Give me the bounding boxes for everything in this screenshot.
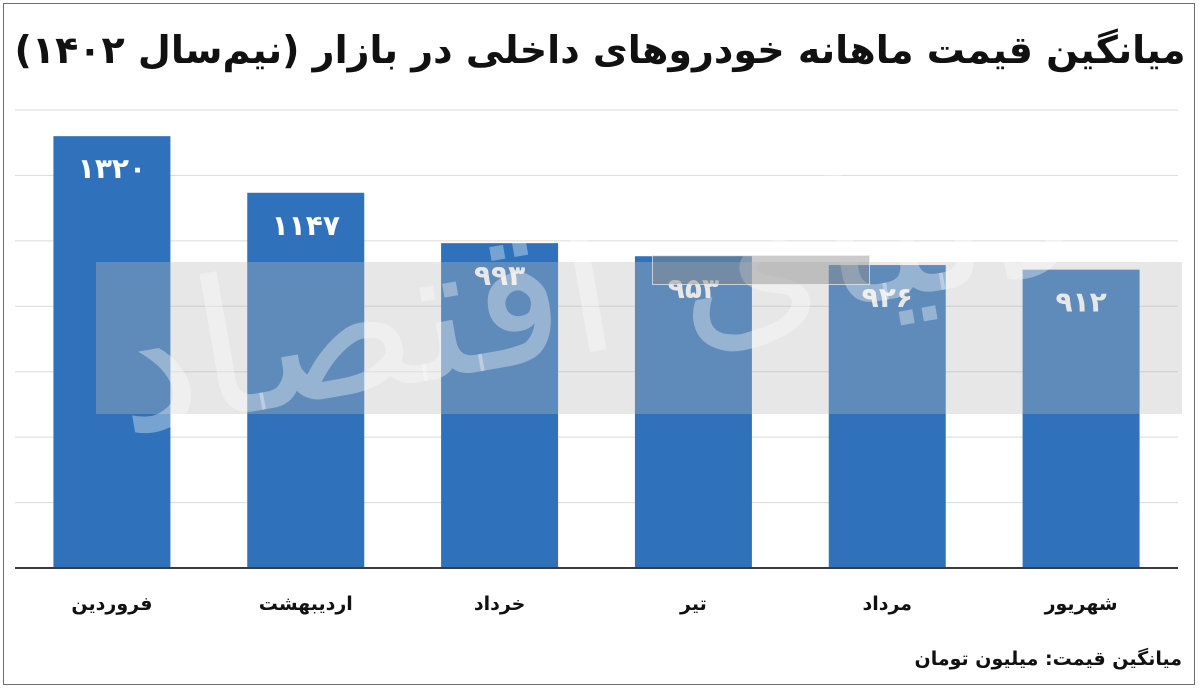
category-label-4: تیر (679, 593, 707, 615)
value-label-2: ۱۱۴۷ (272, 209, 340, 242)
value-label-4: ۹۵۳ (668, 272, 719, 305)
category-label-3: خرداد (474, 593, 526, 615)
category-label-2: اردیبهشت (259, 593, 353, 615)
bar-1 (53, 136, 171, 568)
value-label-3: ۹۹۳ (474, 259, 525, 292)
category-labels-group: فروردین اردیبهشت خرداد تیر مرداد شهریور (71, 593, 1117, 615)
watermark-stamp (652, 255, 870, 285)
watermark-band (96, 262, 1182, 414)
bar-3 (441, 243, 559, 568)
chart-frame (3, 3, 1195, 685)
bar-2 (247, 192, 365, 568)
chart-title: میانگین قیمت ماهانه خودروهای داخلی در با… (14, 28, 1186, 72)
category-label-6: شهریور (1044, 593, 1118, 615)
value-labels-group: ۱۳۲۰ ۱۱۴۷ ۹۹۳ ۹۵۳ ۹۲۶ ۹۱۲ (78, 152, 1107, 318)
bar-6 (1022, 269, 1140, 568)
bars-group (53, 136, 1140, 568)
value-label-5: ۹۲۶ (862, 281, 913, 314)
unit-note: میانگین قیمت: میلیون تومان (914, 648, 1182, 670)
bar-5 (828, 265, 946, 568)
category-label-5: مرداد (862, 593, 912, 615)
gridlines (15, 109, 1178, 504)
category-label-1: فروردین (71, 593, 152, 615)
value-label-1: ۱۳۲۰ (78, 152, 146, 185)
value-label-6: ۹۱۲ (1055, 286, 1106, 319)
bar-4 (634, 256, 752, 568)
